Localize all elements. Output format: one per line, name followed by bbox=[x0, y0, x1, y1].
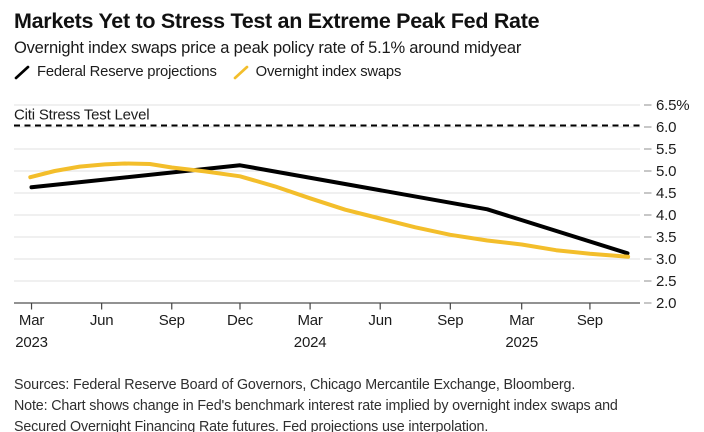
x-axis-month-label: Mar bbox=[509, 312, 534, 329]
x-axis-month-label: Jun bbox=[368, 312, 392, 329]
source-note: Sources: Federal Reserve Board of Govern… bbox=[14, 375, 696, 432]
legend-item-ois: Overnight index swaps bbox=[233, 64, 402, 80]
y-axis-label: 3.0 bbox=[656, 251, 676, 268]
y-axis-label: 3.5 bbox=[656, 229, 676, 246]
legend-item-fed-projections: Federal Reserve projections bbox=[14, 64, 217, 80]
legend-label-ois: Overnight index swaps bbox=[255, 64, 402, 80]
black-slash-icon bbox=[14, 65, 30, 79]
y-axis-label: 4.0 bbox=[656, 207, 676, 224]
y-axis-label: 6.0 bbox=[656, 119, 676, 136]
chart-subtitle: Overnight index swaps price a peak polic… bbox=[14, 39, 522, 57]
y-axis-label: 5.0 bbox=[656, 163, 676, 180]
x-axis-month-label: Mar bbox=[19, 312, 44, 329]
source-line: Sources: Federal Reserve Board of Govern… bbox=[14, 377, 576, 393]
line-chart-plot: 6.5% 6.0 5.5 5.0 4.5 4.0 3.5 3.0 2.5 2.0 Citi Stre… bbox=[14, 97, 690, 351]
x-axis-year-label: 2024 bbox=[294, 334, 327, 351]
y-axis-label: 4.5 bbox=[656, 185, 676, 202]
x-axis-year-label: 2023 bbox=[15, 334, 48, 351]
x-axis-month-label: Dec bbox=[227, 312, 254, 329]
chart-title: Markets Yet to Stress Test an Extreme Pe… bbox=[14, 9, 540, 33]
y-axis-label: 6.5% bbox=[656, 97, 689, 114]
note-line-2: Secured Overnight Financing Rate futures… bbox=[14, 419, 489, 432]
x-axis-year-label: 2025 bbox=[505, 334, 538, 351]
x-axis-month-label: Sep bbox=[159, 312, 185, 329]
y-axis-label: 5.5 bbox=[656, 141, 676, 158]
legend: Federal Reserve projections Overnight in… bbox=[14, 64, 401, 80]
y-axis-label: 2.0 bbox=[656, 295, 676, 312]
x-axis-month-label: Mar bbox=[297, 312, 322, 329]
fed-projections-line bbox=[29, 163, 630, 256]
yellow-slash-icon bbox=[233, 65, 249, 79]
x-axis-month-label: Sep bbox=[437, 312, 463, 329]
y-axis-label: 2.5 bbox=[656, 273, 676, 290]
legend-label-fed-projections: Federal Reserve projections bbox=[37, 64, 217, 80]
note-line-1: Note: Chart shows change in Fed's benchm… bbox=[14, 398, 618, 414]
x-axis-month-label: Jun bbox=[90, 312, 114, 329]
x-axis-month-label: Sep bbox=[577, 312, 603, 329]
citi-stress-test-label: Citi Stress Test Level bbox=[14, 107, 149, 124]
overnight-index-swaps-line bbox=[28, 161, 631, 259]
